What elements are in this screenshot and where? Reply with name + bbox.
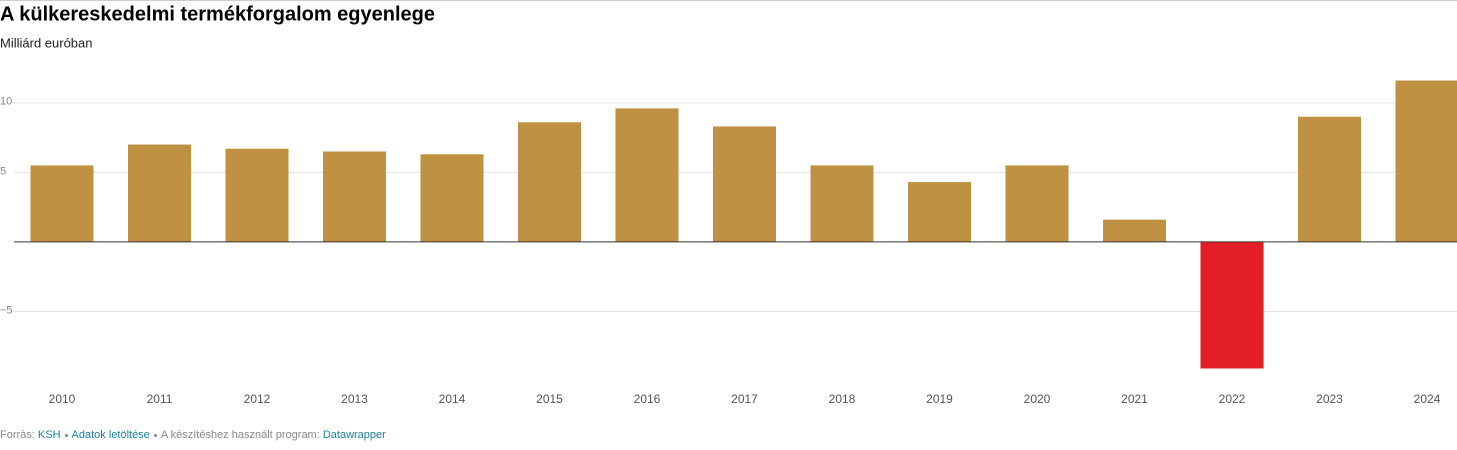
x-tick-label: 2010 bbox=[49, 392, 76, 406]
bar bbox=[615, 108, 679, 242]
x-tick-label: 2018 bbox=[829, 392, 856, 406]
y-tick-label: 5 bbox=[0, 165, 6, 177]
x-tick-label: 2023 bbox=[1316, 392, 1343, 406]
x-tick-label: 2020 bbox=[1024, 392, 1051, 406]
bar bbox=[225, 148, 289, 242]
source-label: Forrás: bbox=[0, 429, 35, 441]
bar bbox=[128, 144, 191, 242]
x-tick-label: 2021 bbox=[1121, 392, 1148, 406]
chart-title: A külkereskedelmi termékforgalom egyenle… bbox=[0, 3, 435, 25]
y-tick-label: 10 bbox=[0, 96, 12, 108]
bar bbox=[1395, 80, 1457, 242]
bar bbox=[1298, 116, 1361, 242]
x-tick-label: 2022 bbox=[1219, 392, 1246, 406]
x-tick-label: 2013 bbox=[341, 392, 368, 406]
bar bbox=[810, 165, 874, 242]
x-tick-label: 2024 bbox=[1414, 392, 1441, 406]
made-with-link[interactable]: Datawrapper bbox=[322, 429, 386, 441]
source-link[interactable]: KSH bbox=[37, 429, 61, 441]
x-tick-label: 2017 bbox=[731, 392, 758, 406]
separator bbox=[153, 433, 157, 437]
bar bbox=[713, 126, 776, 242]
bar bbox=[518, 122, 581, 242]
bar bbox=[1200, 241, 1264, 369]
y-tick-label: −5 bbox=[0, 304, 13, 316]
chart: A külkereskedelmi termékforgalom egyenle… bbox=[0, 0, 1457, 406]
download-link[interactable]: Adatok letöltése bbox=[71, 429, 150, 441]
x-tick-label: 2012 bbox=[244, 392, 271, 406]
bar bbox=[420, 154, 484, 242]
x-tick-label: 2019 bbox=[926, 392, 953, 406]
chart-subtitle: Milliárd euróban bbox=[0, 35, 93, 50]
x-tick-label: 2015 bbox=[536, 392, 563, 406]
bar bbox=[1005, 165, 1069, 242]
x-tick-label: 2014 bbox=[439, 392, 466, 406]
bar bbox=[908, 182, 971, 242]
made-with-label: A készítéshez használt program: bbox=[160, 429, 320, 441]
bar bbox=[323, 151, 386, 242]
bar bbox=[30, 165, 94, 242]
x-tick-label: 2016 bbox=[634, 392, 661, 406]
bar bbox=[1103, 219, 1166, 242]
separator bbox=[64, 433, 68, 437]
footer: Forrás: KSH Adatok letöltése A készítéshez… bbox=[0, 429, 386, 441]
x-tick-label: 2011 bbox=[147, 392, 173, 406]
